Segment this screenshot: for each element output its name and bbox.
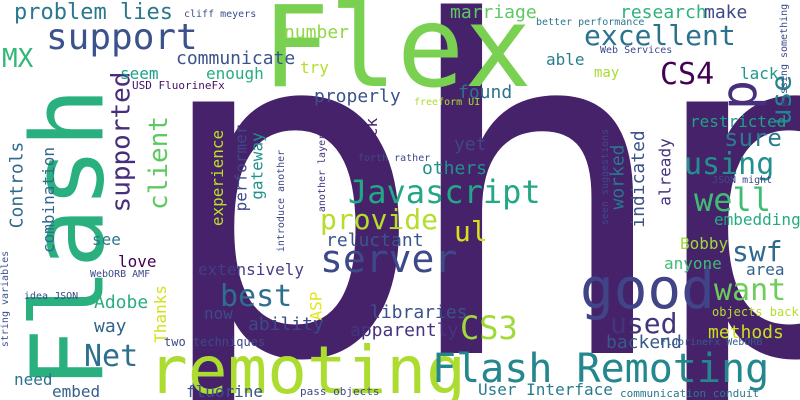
word-cs3: CS3 xyxy=(460,309,518,347)
word-swf: swf xyxy=(732,235,783,268)
word-worked: worked xyxy=(607,144,629,210)
word-pass-objects: pass objects xyxy=(300,385,380,398)
word-better-performance: better performance xyxy=(536,17,645,28)
word-seen-suggestions: seen suggestions xyxy=(600,128,612,226)
word-fluorine: fluorine xyxy=(186,382,264,400)
word-found: found xyxy=(458,82,513,103)
word-number: number xyxy=(284,22,350,43)
word-introduce-another: introduce another xyxy=(276,149,288,253)
word-flash-remoting: Flash Remoting xyxy=(432,346,770,392)
word-now: now xyxy=(204,304,233,323)
word-experience: experience xyxy=(208,129,228,227)
word-embedding: embedding xyxy=(714,210,800,229)
word-able: able xyxy=(546,50,585,69)
word-apparently: apparently xyxy=(350,320,459,341)
word-cs4: CS4 xyxy=(660,57,715,92)
word-p: p xyxy=(710,79,769,111)
word-research: research xyxy=(620,2,707,23)
word-lack: lack xyxy=(740,64,779,83)
word-properly: properly xyxy=(314,86,401,107)
word-want: want xyxy=(714,273,787,308)
word-make: make xyxy=(704,2,748,23)
word-try: try xyxy=(300,58,329,77)
word-sure: sure xyxy=(724,124,782,152)
word-server: server xyxy=(320,237,458,281)
word-ul: ul xyxy=(454,215,488,248)
word-using: using xyxy=(684,147,775,182)
word-forth-rather: forth rather xyxy=(358,153,431,164)
word-excellent: excellent xyxy=(584,19,736,52)
word-anyone: anyone xyxy=(664,254,722,273)
word-libraries: libraries xyxy=(370,302,468,323)
word-may: may xyxy=(594,65,620,81)
word-backend: backend xyxy=(606,332,682,353)
word-remoting: remoting xyxy=(148,332,466,400)
word-usd-fluorinefx: USD FluorineFx xyxy=(132,79,225,92)
word-reluctant: reluctant xyxy=(326,230,424,251)
word-problem-lies: problem lies xyxy=(14,0,173,25)
word-communication-conduit: communication conduit xyxy=(620,387,760,400)
word-provide: provide xyxy=(320,203,439,236)
word-php: php xyxy=(150,0,800,400)
word-flex: Flex xyxy=(262,0,532,113)
word-embed: embed xyxy=(52,382,101,400)
word-javascript: Javascript xyxy=(348,173,541,211)
word-web-services: Web Services xyxy=(600,45,673,56)
word-need: need xyxy=(14,370,53,389)
word-fluorinefx-weborb: FluorineFx WebORB xyxy=(660,337,763,348)
word-idea-json: idea JSON xyxy=(24,291,79,302)
word-well: well xyxy=(694,181,772,219)
word-user-interface: User Interface xyxy=(478,380,613,399)
word-good: good xyxy=(580,257,715,322)
word-see: see xyxy=(92,230,121,249)
word-yet: yet xyxy=(454,134,487,155)
word-objects-back: objects back xyxy=(712,305,799,319)
word-json-might: JSON might xyxy=(712,175,773,186)
word-freeform-ui: freeform UI xyxy=(414,97,481,108)
word-enough: enough xyxy=(206,64,264,83)
word-support: support xyxy=(46,17,198,58)
word-missing-something: missing something xyxy=(779,3,791,107)
word-best: best xyxy=(220,279,293,314)
word-restricted: restricted xyxy=(690,112,787,131)
word-already: already xyxy=(655,138,675,206)
word-indicated: indicated xyxy=(627,130,649,228)
word-supported: supported xyxy=(106,71,137,213)
word-love: love xyxy=(118,252,157,271)
word-gateway: gateway xyxy=(247,132,267,200)
word-bobby: Bobby xyxy=(680,234,729,253)
word-string-variables: string variables xyxy=(0,250,12,348)
word-others: others xyxy=(422,158,488,179)
word-area: area xyxy=(746,260,785,279)
word-client: client xyxy=(143,116,174,210)
word-two-techniques: two techniques xyxy=(164,335,266,349)
word-mx: MX xyxy=(2,44,34,74)
word-cliff-meyers: cliff meyers xyxy=(184,9,257,20)
word-used: used xyxy=(610,307,678,340)
word-seem: seem xyxy=(120,64,159,83)
word-ability: ability xyxy=(248,314,324,335)
word-extensively: extensively xyxy=(198,260,304,279)
word-marriage: marriage xyxy=(450,2,537,23)
word-methods: methods xyxy=(708,322,784,343)
word-way: way xyxy=(94,316,127,337)
word-controls: Controls xyxy=(6,141,28,229)
word-weborb-amf: WebORB AMF xyxy=(90,269,151,280)
word-combination: combination xyxy=(38,147,58,253)
word-communicate: communicate xyxy=(176,48,296,69)
word-asp: ASP xyxy=(306,291,326,321)
word-another-layer: another layer xyxy=(317,133,329,213)
word-net: Net xyxy=(84,339,139,374)
word-adobe: Adobe xyxy=(94,292,149,313)
